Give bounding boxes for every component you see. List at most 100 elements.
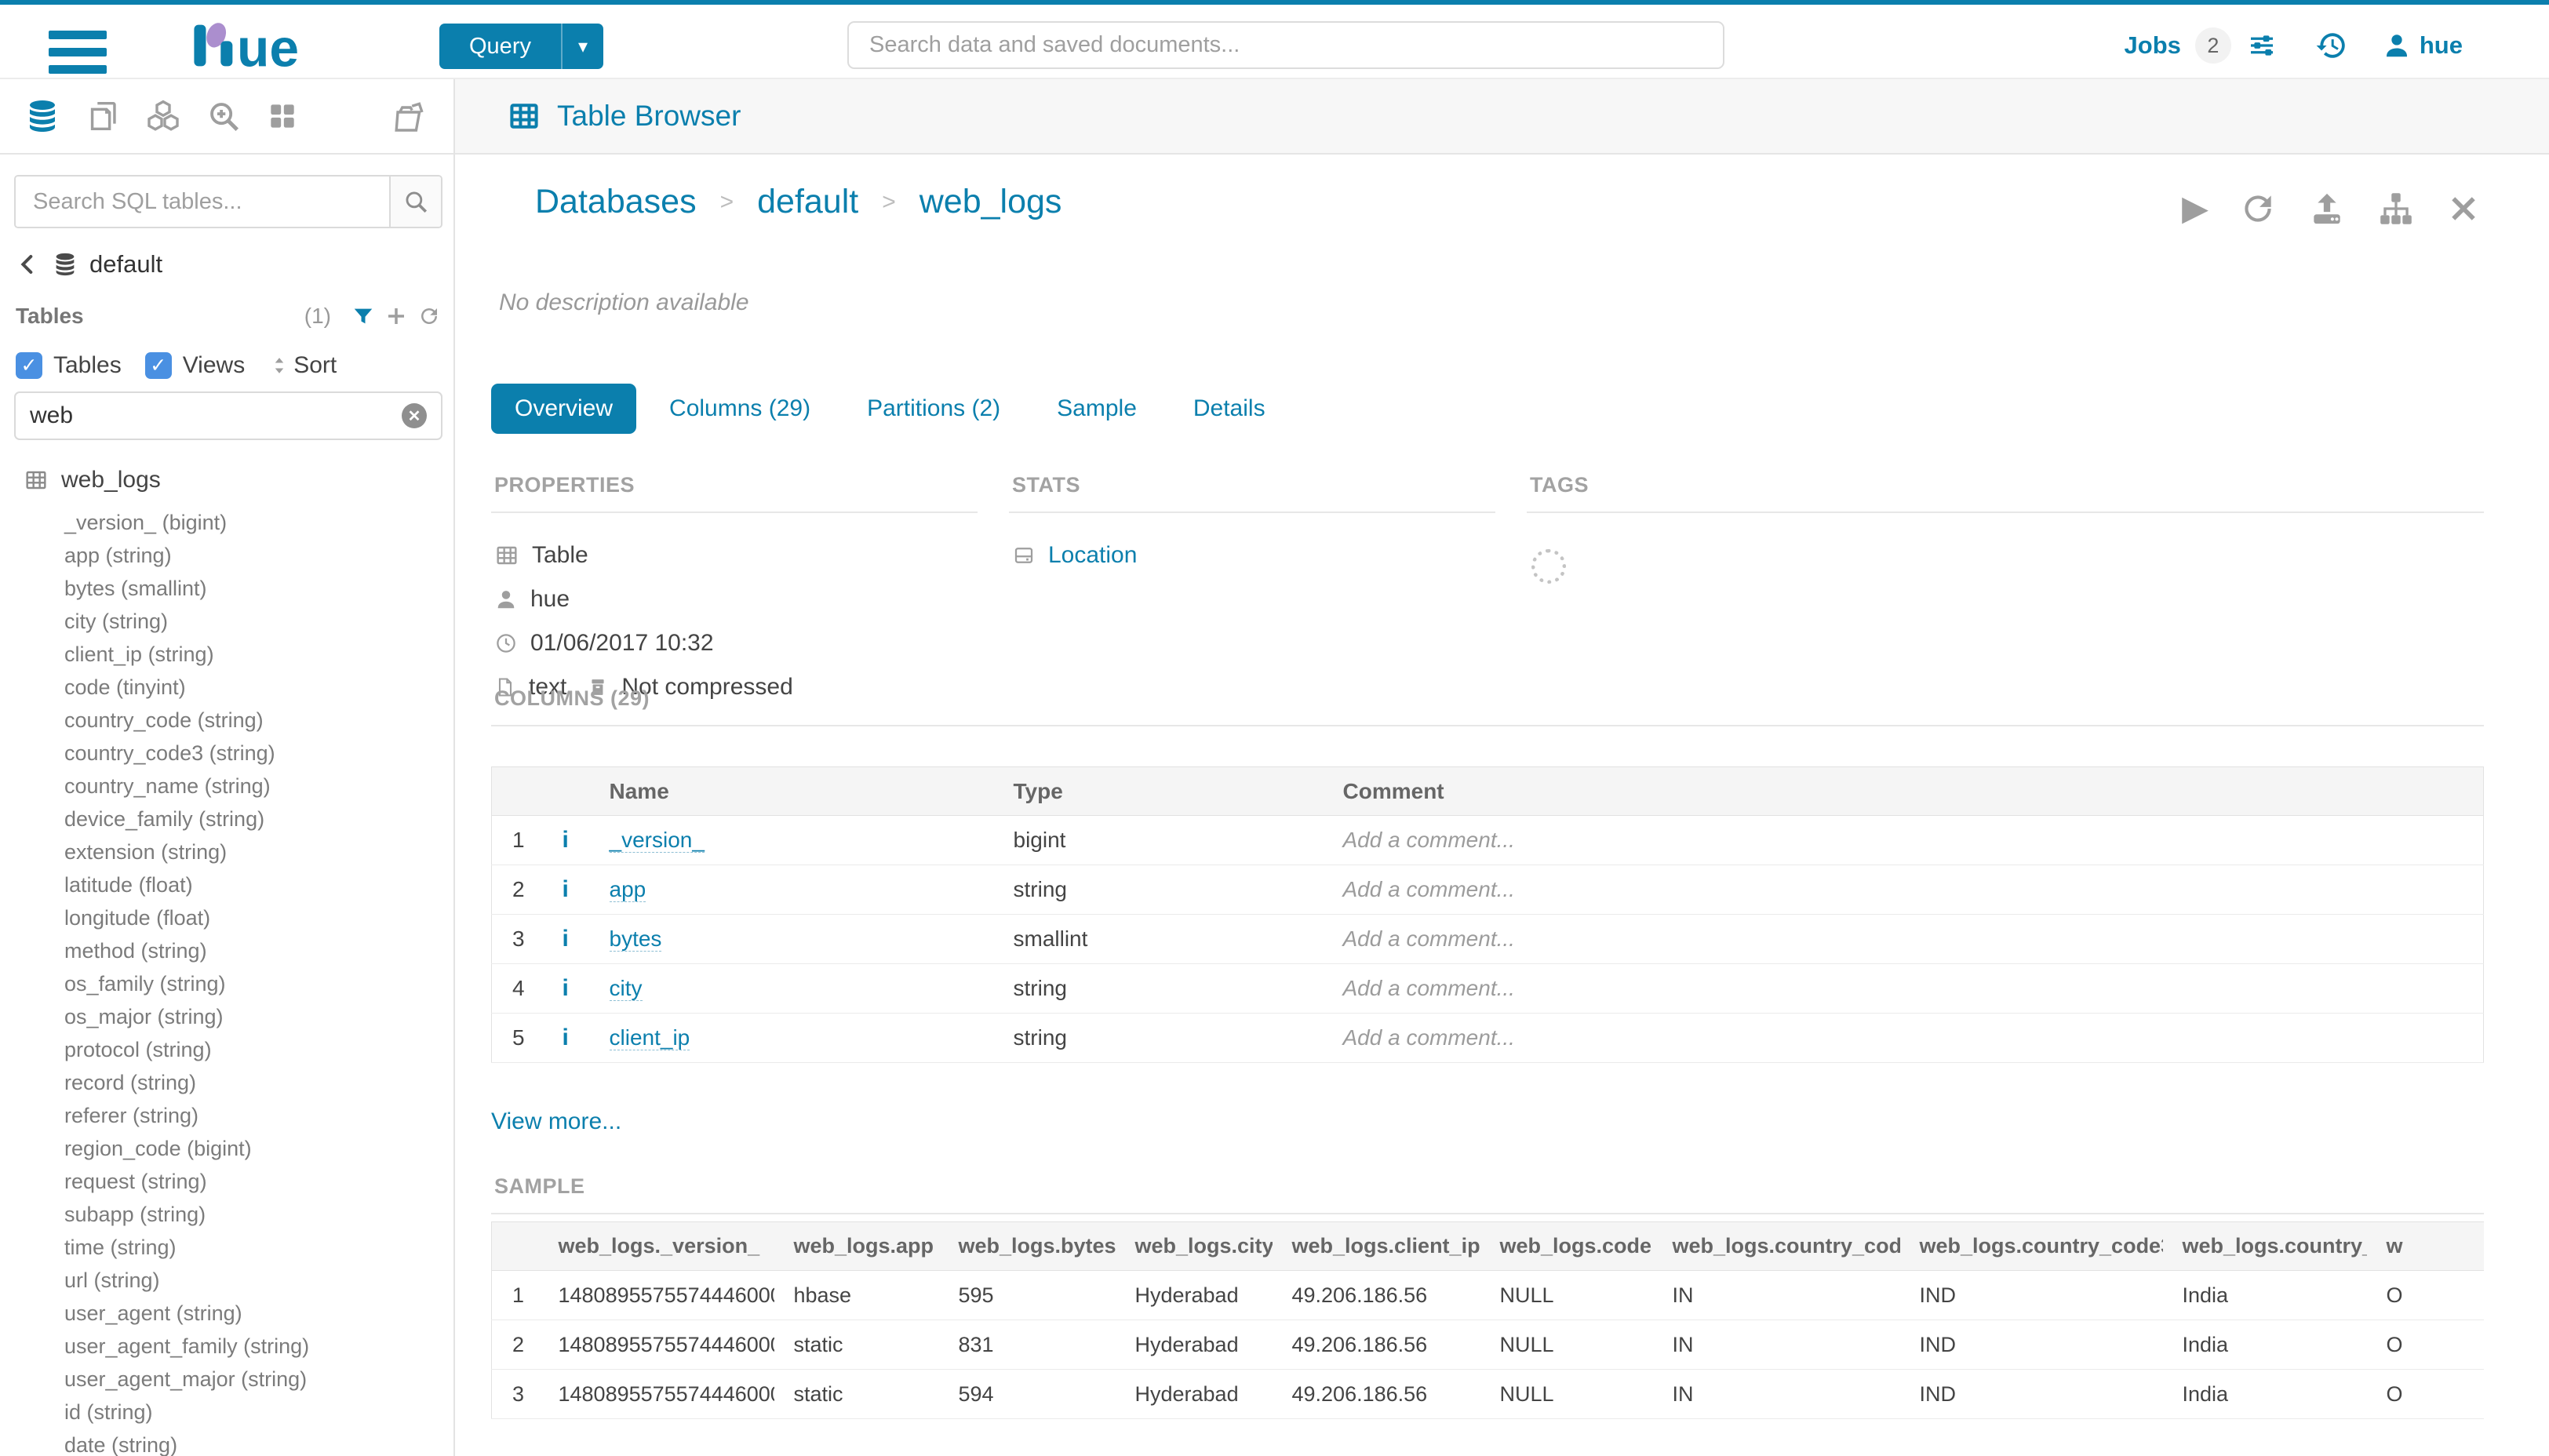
clear-filter-icon[interactable]: ✕ <box>402 403 427 428</box>
sample-cell: India <box>2162 1369 2367 1419</box>
user-menu[interactable]: hue <box>2382 31 2463 60</box>
sidebar-column-item[interactable]: user_agent (string) <box>64 1301 242 1325</box>
sidebar-column-item[interactable]: user_agent_family (string) <box>64 1334 310 1358</box>
sidebar-column-item[interactable]: country_code (string) <box>64 708 264 732</box>
tables-checkbox[interactable]: ✓ <box>16 352 42 379</box>
stats-location-row: Location <box>1012 533 1492 577</box>
column-name-link[interactable]: client_ip <box>593 1013 998 1063</box>
sidebar-column-item[interactable]: bytes (smallint) <box>64 577 207 600</box>
column-comment[interactable]: Add a comment... <box>1327 914 2484 964</box>
sidebar-column-item[interactable]: url (string) <box>64 1269 160 1292</box>
sidebar-column-item[interactable]: method (string) <box>64 939 207 963</box>
sidebar-search-button[interactable] <box>389 177 441 227</box>
sample-section: SAMPLE <box>491 1170 2484 1214</box>
sidebar-column-item[interactable]: longitude (float) <box>64 906 211 930</box>
column-info-icon[interactable]: i <box>546 864 594 915</box>
refresh-icon[interactable] <box>417 304 441 328</box>
sample-cell: Hyderabad <box>1115 1320 1273 1370</box>
location-link[interactable]: Location <box>1048 542 1138 568</box>
breadcrumb-web-logs[interactable]: web_logs <box>919 183 1062 220</box>
column-info-icon[interactable]: i <box>546 963 594 1014</box>
cubes-icon[interactable] <box>144 97 182 135</box>
sidebar-column-item[interactable]: region_code (bigint) <box>64 1137 252 1160</box>
sidebar-column-item[interactable]: request (string) <box>64 1170 207 1193</box>
query-play-icon[interactable]: ▶ <box>2182 189 2209 228</box>
sidebar-column-item[interactable]: _version_ (bigint) <box>64 511 228 534</box>
refresh-table-icon[interactable] <box>2238 189 2278 228</box>
column-comment[interactable]: Add a comment... <box>1327 864 2484 915</box>
tab-partitions-2[interactable]: Partitions (2) <box>867 395 1001 421</box>
add-icon[interactable] <box>384 304 408 328</box>
column-name-link[interactable]: _version_ <box>593 815 998 865</box>
global-search-input[interactable] <box>847 21 1724 69</box>
folder-icon[interactable] <box>392 97 430 135</box>
sidebar-table-entry[interactable]: web_logs <box>24 467 161 493</box>
sidebar-column-item[interactable]: country_name (string) <box>64 774 271 798</box>
breadcrumb-default[interactable]: default <box>757 183 859 220</box>
tab-details[interactable]: Details <box>1193 395 1265 421</box>
sidebar-column-item[interactable]: os_major (string) <box>64 1005 224 1028</box>
sidebar-column-item[interactable]: subapp (string) <box>64 1203 206 1226</box>
search-zoom-icon[interactable] <box>206 98 242 134</box>
sidebar-column-item[interactable]: client_ip (string) <box>64 642 214 666</box>
sidebar-column-item[interactable]: extension (string) <box>64 840 228 864</box>
view-more-link[interactable]: View more... <box>491 1108 622 1134</box>
column-comment[interactable]: Add a comment... <box>1327 815 2484 865</box>
sidebar-column-item[interactable]: app (string) <box>64 544 172 567</box>
property-created: 01/06/2017 10:32 <box>494 621 974 665</box>
sidebar-search-input[interactable] <box>16 177 389 227</box>
sidebar-column-item[interactable]: device_family (string) <box>64 807 265 831</box>
query-button[interactable]: Query ▾ <box>439 24 603 69</box>
upload-icon[interactable] <box>2307 189 2347 228</box>
documents-icon[interactable] <box>85 98 121 134</box>
sidebar-column-item[interactable]: code (tinyint) <box>64 675 186 699</box>
sidebar-column-item[interactable]: date (string) <box>64 1433 178 1456</box>
svg-text:ue: ue <box>237 20 299 71</box>
tables-icon[interactable] <box>24 97 61 135</box>
sitemap-icon[interactable] <box>2376 189 2416 228</box>
sidebar-column-item[interactable]: city (string) <box>64 610 169 633</box>
table-filter-input[interactable] <box>30 402 402 429</box>
sample-cell: IND <box>1899 1320 2163 1370</box>
apps-grid-icon[interactable] <box>265 99 300 133</box>
column-info-icon[interactable]: i <box>546 914 594 964</box>
column-comment[interactable]: Add a comment... <box>1327 963 2484 1014</box>
filter-funnel-icon[interactable] <box>351 304 375 328</box>
hue-logo[interactable]: ue <box>182 20 392 71</box>
column-name-link[interactable]: app <box>593 864 998 915</box>
query-caret-icon[interactable]: ▾ <box>560 24 603 69</box>
tab-sample[interactable]: Sample <box>1057 395 1137 421</box>
jobs-count-badge: 2 <box>2194 27 2231 64</box>
column-info-icon[interactable]: i <box>546 815 594 865</box>
sidebar-column-item[interactable]: country_code3 (string) <box>64 741 275 765</box>
sidebar-column-item[interactable]: time (string) <box>64 1236 177 1259</box>
column-comment[interactable]: Add a comment... <box>1327 1013 2484 1063</box>
sidebar-column-item[interactable]: latitude (float) <box>64 873 193 897</box>
views-checkbox[interactable]: ✓ <box>144 352 172 379</box>
sidebar-column-item[interactable]: user_agent_major (string) <box>64 1367 308 1391</box>
database-name[interactable]: default <box>89 250 163 278</box>
sort-control[interactable]: Sort <box>268 352 337 379</box>
tab-overview[interactable]: Overview <box>491 384 637 434</box>
tags-section: TAGS <box>1527 468 2484 709</box>
sidebar-column-item[interactable]: protocol (string) <box>64 1038 212 1061</box>
sidebar-table-name[interactable]: web_logs <box>61 467 161 493</box>
history-icon[interactable] <box>2314 29 2347 62</box>
column-name-link[interactable]: city <box>593 963 998 1014</box>
column-name-link[interactable]: bytes <box>593 914 998 964</box>
close-icon[interactable] <box>2445 191 2482 227</box>
sidebar-column-item[interactable]: referer (string) <box>64 1104 199 1127</box>
tab-columns-29[interactable]: Columns (29) <box>669 395 811 421</box>
sliders-icon[interactable] <box>2245 29 2278 62</box>
breadcrumb-databases[interactable]: Databases <box>535 183 697 220</box>
column-info-icon[interactable]: i <box>546 1013 594 1063</box>
sidebar-column-item[interactable]: os_family (string) <box>64 972 226 996</box>
columns-table-row: 1 i _version_ bigint Add a comment... <box>491 815 2484 865</box>
chevron-left-icon[interactable] <box>16 252 41 277</box>
jobs-link[interactable]: Jobs <box>2124 31 2181 59</box>
sample-cell: IN <box>1652 1320 1900 1370</box>
sidebar-column-item[interactable]: id (string) <box>64 1400 153 1424</box>
tables-checkbox-label: Tables <box>53 352 122 378</box>
sidebar-column-item[interactable]: record (string) <box>64 1071 197 1094</box>
hamburger-menu-icon[interactable] <box>49 31 107 82</box>
